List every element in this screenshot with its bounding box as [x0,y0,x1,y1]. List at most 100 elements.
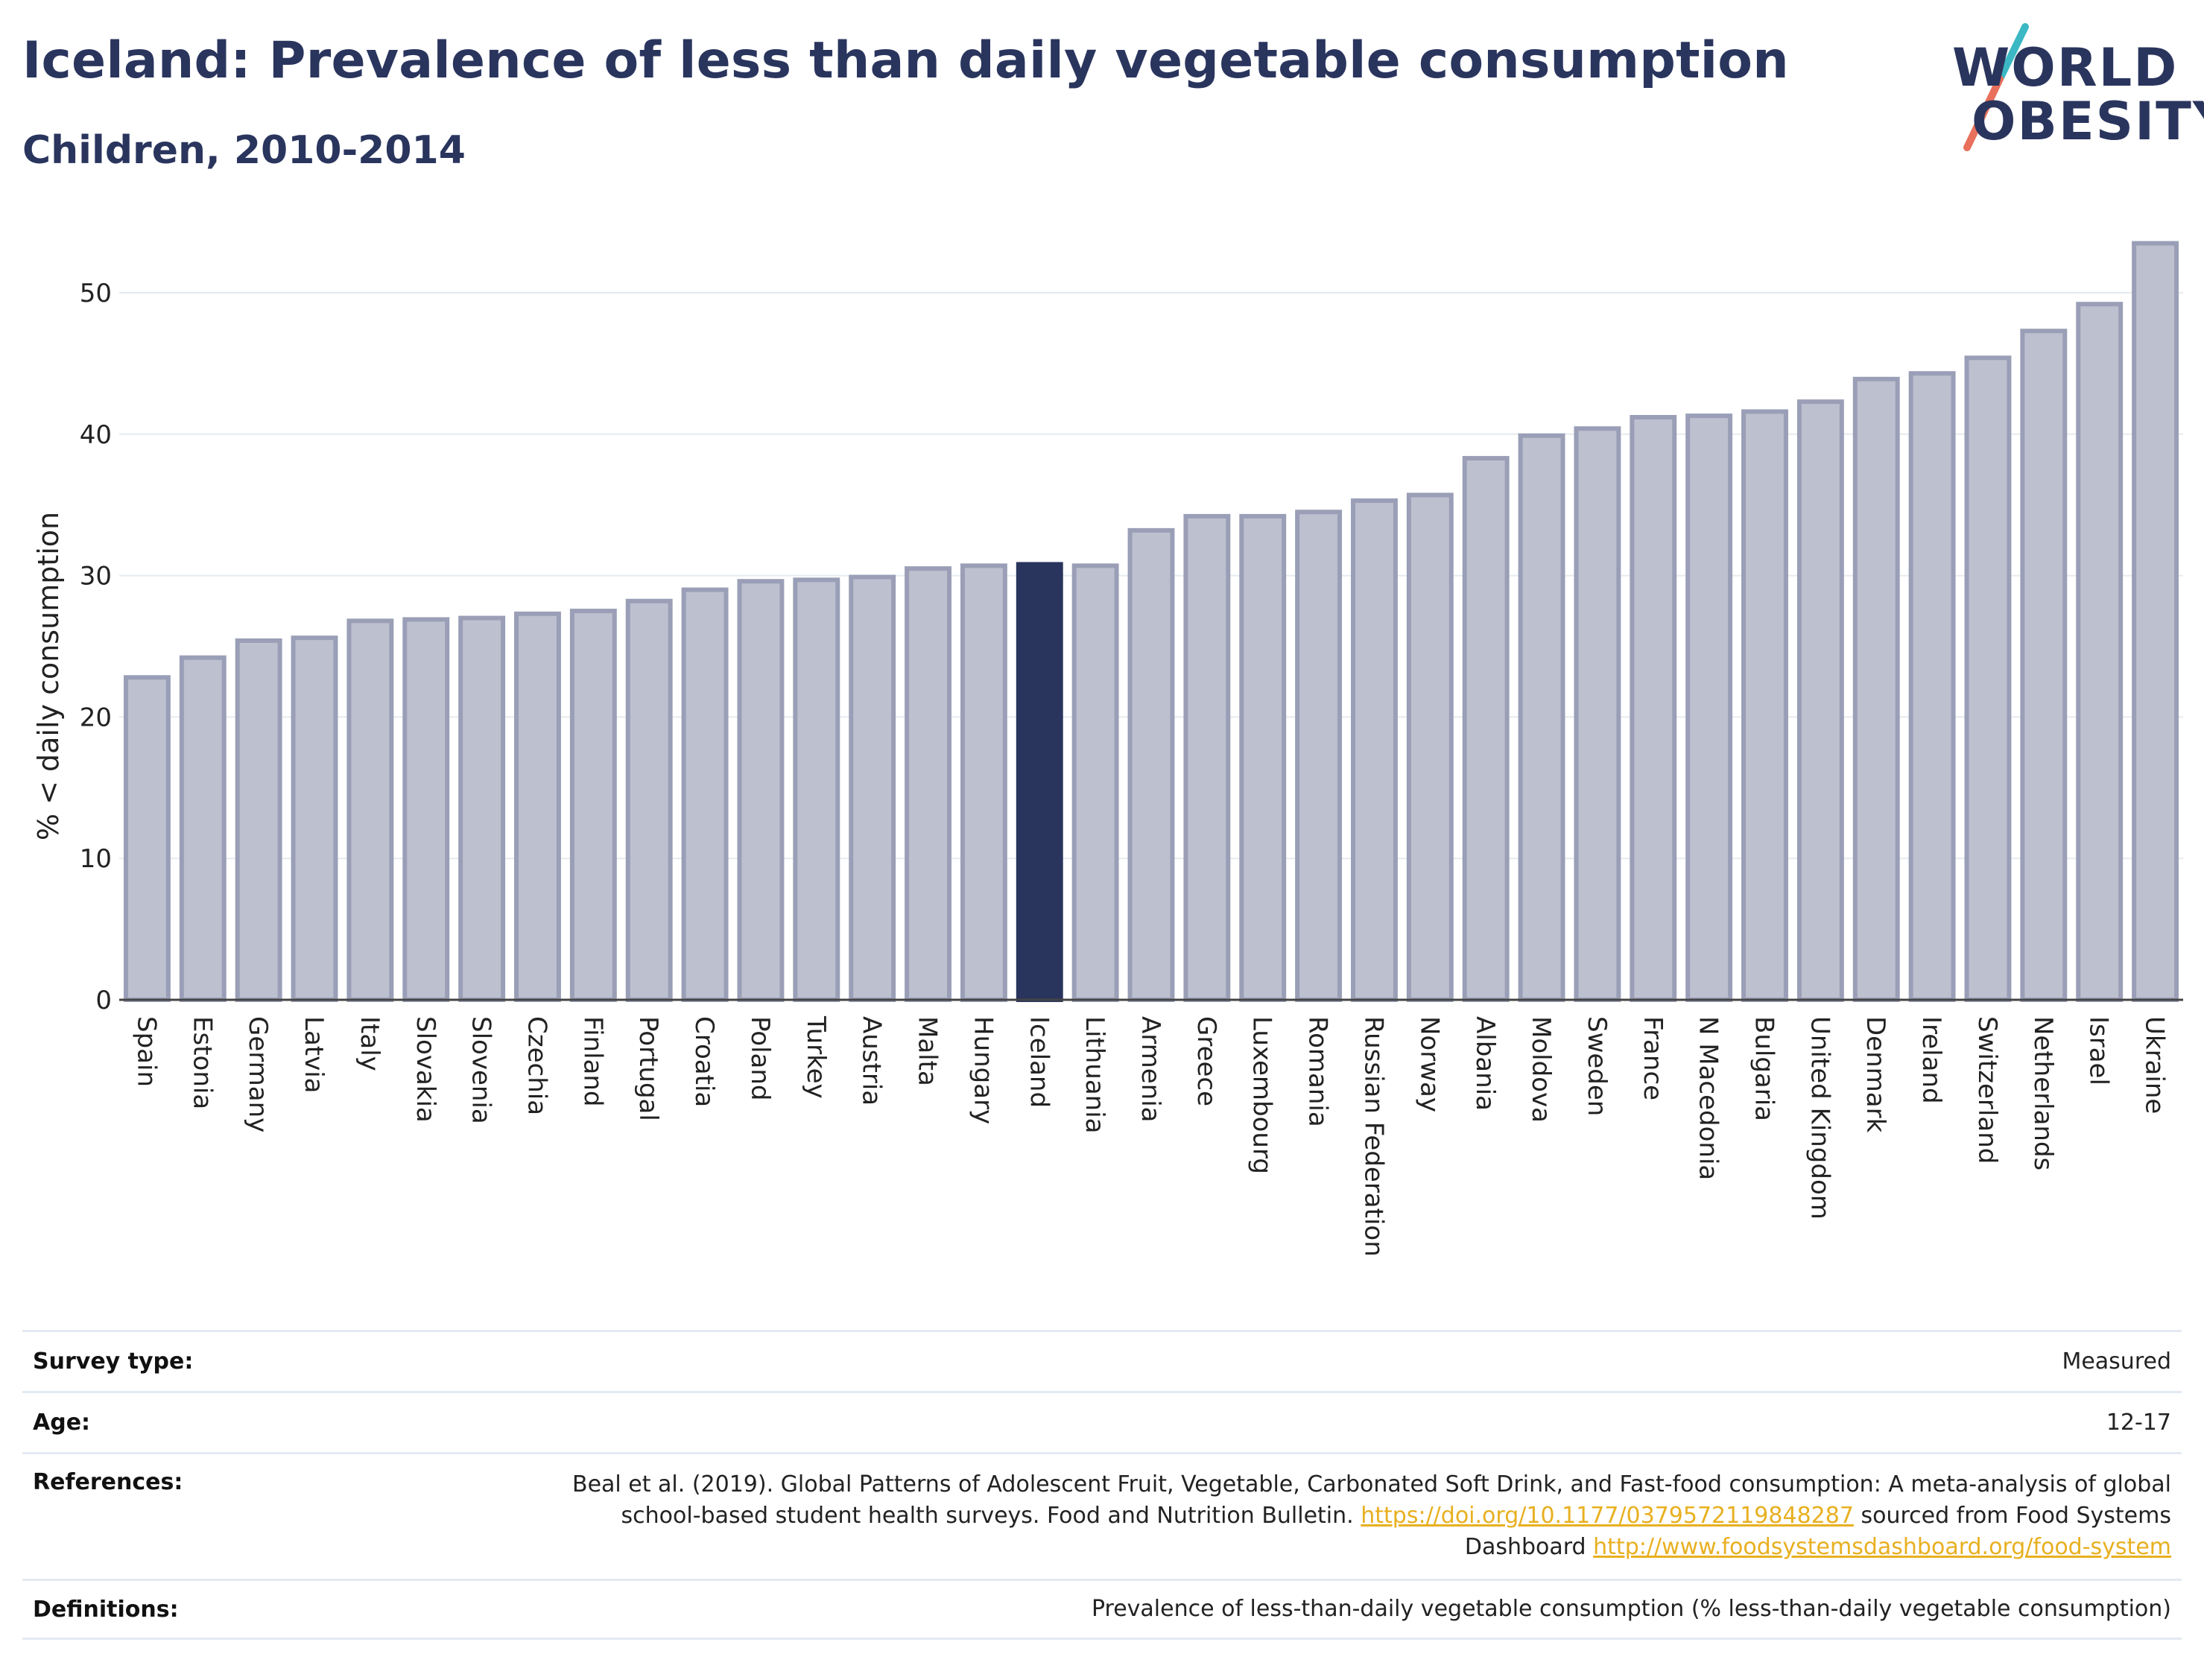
category-label: Estonia [187,1016,217,1109]
y-tick-label: 30 [80,562,112,592]
bar-czechia [514,611,561,1002]
y-tick-labels: 0 10 20 30 40 50 [80,279,112,1015]
category-label: France [1638,1016,1668,1100]
bar-latvia [291,635,338,1002]
category-label: Netherlands [2028,1016,2058,1170]
category-label: Greece [1191,1016,1221,1106]
bar-sweden [1574,426,1621,1002]
category-label: Turkey [801,1015,831,1099]
meta-row-references: References: Beal et al. (2019). Global P… [22,1452,2182,1579]
y-tick-label: 50 [80,279,112,308]
page-title: Iceland: Prevalence of less than daily v… [22,31,1789,90]
bar-ireland [1908,371,1956,1003]
bar-moldova [1518,433,1565,1002]
survey-type-label: Survey type: [33,1348,194,1375]
category-label: Portugal [633,1016,663,1121]
category-label: Slovakia [411,1016,440,1123]
bar-denmark [1852,376,1900,1002]
category-label: Slovenia [466,1016,496,1124]
bar-armenia [1127,527,1175,1002]
bar-netherlands [2020,329,2068,1003]
category-label: Albania [1470,1016,1500,1111]
category-label: Ireland [1916,1016,1946,1104]
category-label: Denmark [1861,1016,1890,1133]
bar-luxembourg [1239,513,1287,1002]
category-label: Malta [913,1016,943,1086]
world-obesity-logo: WORLD OBESITY [1937,22,2204,156]
category-label: Norway [1414,1016,1444,1112]
bar-israel [2076,302,2124,1002]
bar-bulgaria [1741,409,1788,1002]
bar-finland [569,609,617,1002]
bar-malta [905,566,951,1002]
category-label: N Macedonia [1694,1016,1723,1180]
reference-text: Beal et al. (2019). Global Patterns of A… [571,1471,2171,1529]
bar-hungary [960,563,1007,1002]
category-label: Poland [745,1016,775,1101]
category-label: Spain [131,1016,161,1087]
references-value: Beal et al. (2019). Global Patterns of A… [569,1469,2171,1579]
category-label: Iceland [1024,1016,1054,1108]
y-tick-label: 10 [80,844,112,874]
page-subtitle: Children, 2010-2014 [22,128,466,173]
category-label: Czechia [522,1016,551,1115]
bar-slovenia [458,615,506,1002]
bar-greece [1183,513,1231,1002]
survey-type-value: Measured [2062,1348,2171,1375]
food-systems-link[interactable]: http://www.foodsystemsdashboard.org/food… [1593,1534,2171,1560]
bar-estonia [179,655,227,1003]
bar-austria [849,574,896,1002]
category-labels: Spain Estonia Germany Latvia Italy Slovakia Sl… [131,1015,2169,1257]
definitions-label: Definitions: [33,1596,179,1623]
bar-turkey [793,577,840,1002]
category-label: Switzerland [1972,1016,2002,1164]
meta-row-age: Age: 12-17 [22,1391,2182,1452]
bar-slovakia [402,617,450,1002]
y-tick-label: 40 [80,420,112,450]
category-label: Finland [577,1016,607,1107]
category-label: Croatia [689,1016,719,1107]
category-label: Italy [355,1016,384,1071]
bar-n-macedonia [1685,413,1733,1002]
age-value: 12-17 [2106,1409,2171,1436]
category-label: Israel [2084,1016,2114,1085]
references-label: References: [33,1469,183,1495]
doi-link[interactable]: https://doi.org/10.1177/0379572119848287 [1361,1503,1854,1529]
category-label: Latvia [299,1016,329,1094]
bar-portugal [625,598,673,1002]
category-label: Moldova [1526,1016,1556,1123]
bar-italy [346,618,394,1002]
y-axis-label: % < daily consumption [32,512,65,840]
category-label: Hungary [968,1016,998,1124]
bar-germany [235,638,282,1003]
bar-spain [123,675,171,1002]
category-label: Germany [243,1016,273,1132]
bar-lithuania [1071,563,1119,1002]
category-label: Austria [857,1016,887,1106]
bar-romania [1295,510,1343,1002]
meta-row-survey-type: Survey type: Measured [22,1330,2182,1391]
bars [123,241,2179,1003]
definitions-value: Prevalence of less-than-daily vegetable … [1091,1596,2171,1622]
bar-ukraine [2132,241,2179,1002]
category-label: Armenia [1136,1016,1165,1123]
category-label: United Kingdom [1805,1016,1834,1220]
bar-united-kingdom [1796,399,1844,1002]
category-label: Ukraine [2140,1016,2170,1114]
y-tick-label: 20 [80,703,112,732]
logo-slash-icon [1963,23,2029,151]
category-label: Romania [1303,1016,1333,1127]
meta-row-definitions: Definitions: Prevalence of less-than-dai… [22,1579,2182,1640]
age-label: Age: [33,1410,91,1436]
bar-switzerland [1964,355,2012,1003]
bar-russian-federation [1351,498,1398,1002]
reference-source-text: sourced from Food Systems Dashboard [1464,1503,2171,1560]
metadata-table: Survey type: Measured Age: 12-17 Referen… [22,1330,2182,1640]
category-label: Russian Federation [1358,1016,1388,1257]
logo-text-obesity: OBESITY [1972,91,2204,152]
logo-text-world: WORLD [1952,37,2179,98]
bar-poland [737,579,785,1002]
bar-france [1630,415,1677,1002]
bar-chart: 0 10 20 30 40 50 Spain Estonia Germany Latvia Ita… [32,241,2183,1257]
bar-croatia [681,587,729,1002]
